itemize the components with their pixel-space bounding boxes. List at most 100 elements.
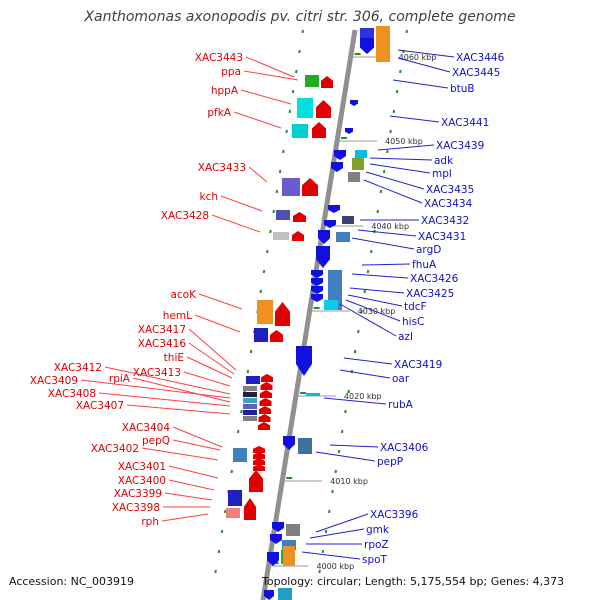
left-leader-line [161,513,209,522]
gene-arrow [253,464,265,471]
gene-arrow [311,286,323,294]
gene-box [257,300,273,324]
gene-arrow [302,178,318,196]
left-leader-line [172,439,221,451]
left-gene-label: ppa [221,66,241,78]
left-gene-label: hppA [211,85,239,97]
gene-box [243,386,257,391]
right-leader-line [377,144,435,151]
left-gene-label: XAC3417 [138,324,186,336]
left-leader-line [168,479,215,491]
gene-box [273,232,289,240]
right-gene-label: XAC3435 [426,184,474,196]
right-gene-label: XAC3439 [436,140,484,152]
left-leader-line [211,214,261,233]
left-gene-label: hemL [163,310,192,322]
gene-arrow [260,390,272,398]
gene-arrow [259,398,272,406]
left-leader-line [164,492,213,501]
left-leader-line [172,426,223,448]
left-gene-label: XAC3407 [76,400,124,412]
left-leader-line [194,314,241,333]
gene-arrow [259,406,271,414]
gene-box [243,392,257,397]
accession-text: Accession: NC_003919 [9,575,135,588]
gene-box [355,150,367,158]
gene-arrow [283,436,295,450]
gene-arrow [334,150,346,160]
right-gene-label: tdcF [404,301,427,313]
gene-arrow [267,552,279,566]
map-title: Xanthomonas axonopodis pv. citri str. 30… [84,9,516,25]
right-gene-label: XAC3425 [406,288,454,300]
gene-arrow [253,446,265,453]
right-leader-line [339,303,397,337]
right-leader-line [349,287,405,294]
position-marker-label: 4020 kbp [344,392,382,401]
right-gene-label: XAC3419 [394,359,442,371]
gene-box [297,98,313,118]
left-leader-line [132,377,231,403]
gene-arrow [244,498,256,520]
gene-box [282,178,300,196]
gene-box [282,540,296,550]
gene-box [283,546,295,566]
gene-arrow [360,38,374,54]
left-gene-label: XAC3404 [122,422,171,434]
left-gene-label: XAC3399 [114,488,162,500]
left-gene-label: XAC3412 [54,362,102,374]
gene-arrow [249,470,263,492]
position-marker-label: 4040 kbp [371,222,409,231]
gene-box [376,26,390,62]
left-gene-label: XAC3402 [91,443,139,455]
right-leader-line [315,451,376,462]
gene-arrow [311,294,323,302]
right-gene-label: XAC3406 [380,442,429,454]
gene-arrow [260,382,273,390]
left-gene-label: XAC3416 [138,338,187,350]
left-gene-label: acoK [170,289,197,301]
left-gene-label: pfkA [207,107,231,119]
right-gene-label: btuB [450,83,475,95]
gene-arrow [272,522,284,532]
right-gene-label: XAC3445 [452,67,500,79]
left-gene-label: rph [141,516,159,528]
right-gene-label: hisC [402,316,424,328]
gene-box [233,448,247,462]
left-leader-line [245,56,295,78]
right-leader-line [315,513,369,533]
right-leader-line [301,551,361,560]
gene-box [228,490,242,506]
right-leader-line [397,57,451,73]
gene-box [306,393,320,396]
left-gene-label: XAC3398 [112,502,160,514]
right-gene-label: pepP [377,456,403,468]
right-gene-label: XAC3446 [456,52,505,64]
gene-arrow [316,246,330,268]
right-gene-label: XAC3396 [370,509,419,521]
right-gene-label: spoT [362,554,388,566]
right-leader-line [369,157,433,161]
gene-box [352,158,364,170]
right-leader-line [392,79,449,89]
right-leader-line [347,294,403,307]
left-leader-line [104,366,231,395]
gene-box [243,416,257,421]
gene-box [243,410,257,415]
gene-arrow [345,128,353,134]
right-leader-line [361,263,411,266]
gene-arrow [258,422,270,430]
left-leader-line [126,404,231,415]
gene-box [226,508,240,518]
gene-arrow [316,100,331,118]
left-leader-line [141,447,219,461]
gene-box [292,124,308,138]
gene-box [324,300,338,310]
right-gene-label: azl [398,331,413,343]
right-leader-line [323,397,387,405]
gene-box [246,376,260,384]
gene-arrow [328,205,340,213]
genome-backbone [260,29,358,600]
left-leader-line [168,465,219,479]
right-gene-label: XAC3431 [418,231,466,243]
